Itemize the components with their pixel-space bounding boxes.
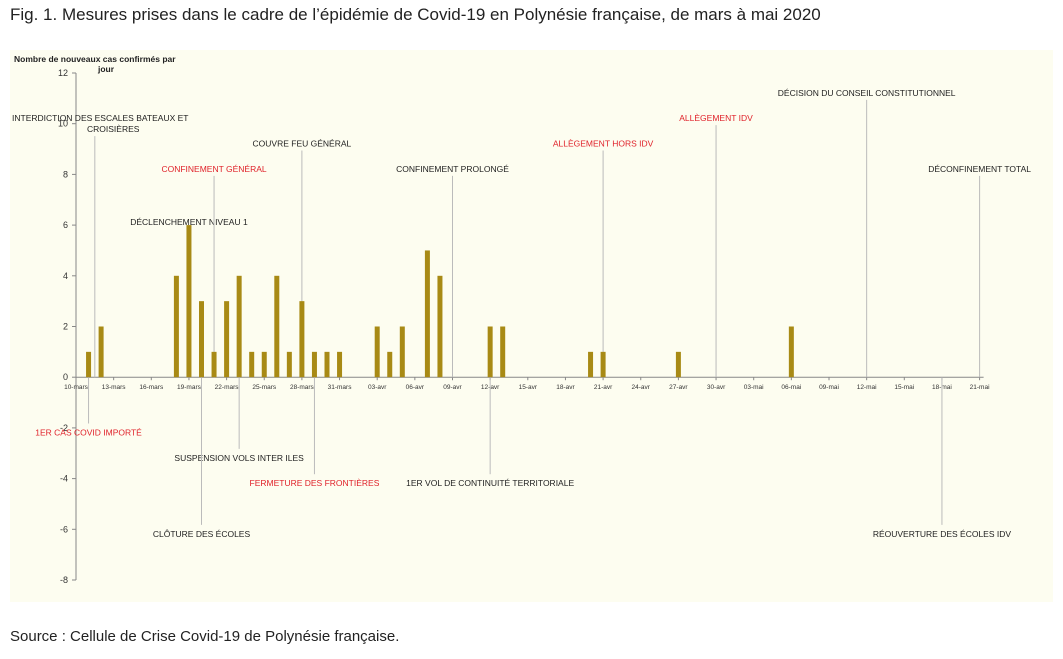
x-tick-label: 09-mai — [819, 384, 839, 391]
x-tick-label: 03-mai — [744, 384, 764, 391]
chart-panel: 12 10 8 6 4 2 0 -2 -4 -6 -8 Nombre de nouveaux cas … — [10, 50, 1053, 602]
bar-2020-03-12 — [98, 326, 104, 378]
x-tick-label: 30-avr — [707, 384, 726, 391]
annotation-label: DÉCLENCHEMENT NIVEAU 1 — [130, 217, 248, 227]
y-tick-label: -4 — [60, 474, 68, 484]
bar-2020-04-13 — [500, 326, 506, 378]
y-tick-label: -8 — [60, 575, 68, 585]
x-tick-label: 28-mars — [290, 384, 315, 391]
bar-2020-04-20 — [588, 351, 594, 378]
annotation-label: CROISIÈRES — [87, 124, 140, 134]
annotation-label: RÉOUVERTURE DES ÉCOLES IDV — [873, 529, 1012, 539]
x-tick-label: 16-mars — [139, 384, 164, 391]
annotation-label: ALLÈGEMENT IDV — [679, 113, 753, 123]
bar-2020-05-06 — [788, 326, 794, 378]
annotation-label: COUVRE FEU GÉNÉRAL — [253, 139, 352, 149]
x-tick-label: 06-mai — [781, 384, 801, 391]
bar-2020-04-12 — [487, 326, 493, 378]
x-tick-label: 13-mars — [102, 384, 127, 391]
annotation-label: CONFINEMENT PROLONGÉ — [396, 164, 509, 174]
y-tick-label: 4 — [63, 271, 68, 281]
y-tick-label: 8 — [63, 169, 68, 179]
bar-2020-03-26 — [274, 275, 280, 378]
annotation-label: DÉCISION DU CONSEIL CONSTITUTIONNEL — [778, 88, 956, 98]
annotation-label: CONFINEMENT GÉNÉRAL — [161, 164, 266, 174]
x-tick-label: 03-avr — [368, 384, 387, 391]
bar-2020-03-22 — [224, 301, 230, 378]
y-tick-label: 6 — [63, 220, 68, 230]
annotation-label: SUSPENSION VOLS INTER ILES — [174, 453, 304, 463]
bar-2020-04-07 — [424, 250, 430, 378]
bar-2020-03-30 — [324, 351, 330, 378]
y-axis-label: jour — [97, 64, 115, 74]
source-note: Source : Cellule de Crise Covid-19 de Po… — [10, 628, 400, 645]
figure-title: Fig. 1. Mesures prises dans le cadre de … — [10, 5, 821, 24]
x-tick-label: 12-mai — [857, 384, 877, 391]
x-tick-label: 06-avr — [406, 384, 425, 391]
y-tick-label: 12 — [58, 68, 68, 78]
bar-2020-04-27 — [675, 351, 681, 378]
bar-2020-03-28 — [299, 301, 305, 378]
x-tick-label: 31-mars — [328, 384, 353, 391]
bar-2020-04-05 — [399, 326, 405, 378]
x-tick-label: 25-mars — [252, 384, 277, 391]
y-tick-label: -6 — [60, 524, 68, 534]
annotation-label: 1ER VOL DE CONTINUITÉ TERRITORIALE — [406, 478, 574, 488]
y-axis-label: Nombre de nouveaux cas confirmés par — [14, 54, 176, 64]
x-tick-label: 22-mars — [215, 384, 240, 391]
bar-2020-03-20 — [199, 301, 204, 378]
x-tick-label: 27-avr — [669, 384, 688, 391]
x-tick-label: 09-avr — [443, 384, 462, 391]
bar-2020-04-21 — [600, 351, 606, 378]
annotation-label: DÉCONFINEMENT TOTAL — [928, 164, 1031, 174]
bar-2020-04-04 — [387, 351, 393, 378]
y-tick-label: 10 — [58, 119, 68, 129]
bar-2020-03-25 — [261, 351, 267, 378]
bar-2020-03-24 — [249, 351, 255, 378]
x-tick-label: 21-mai — [970, 384, 990, 391]
x-tick-label: 19-mars — [177, 384, 202, 391]
x-tick-label: 24-avr — [632, 384, 651, 391]
covid-measures-bar-chart: 12 10 8 6 4 2 0 -2 -4 -6 -8 Nombre de nouveaux cas … — [12, 54, 1031, 585]
bar-2020-04-08 — [437, 275, 443, 378]
bar-2020-03-11 — [86, 351, 92, 378]
annotation-label: 1ER CAS COVID IMPORTÉ — [35, 428, 142, 438]
x-tick-label: 15-avr — [519, 384, 538, 391]
bar-2020-03-23 — [236, 275, 242, 378]
y-tick-label: 0 — [63, 372, 68, 382]
x-tick-label: 18-avr — [556, 384, 575, 391]
annotation-label: CLÔTURE DES ÉCOLES — [153, 529, 251, 539]
bar-2020-03-27 — [286, 351, 292, 378]
x-tick-label: 15-mai — [894, 384, 914, 391]
x-tick-label: 10-mars — [64, 384, 89, 391]
annotation-label: INTERDICTION DES ESCALES BATEAUX ET — [12, 113, 189, 123]
bar-2020-03-19 — [186, 225, 192, 378]
y-tick-label: 2 — [63, 322, 68, 332]
bar-2020-04-03 — [374, 326, 380, 378]
bar-2020-03-31 — [337, 351, 343, 378]
annotation-label: ALLÈGEMENT HORS IDV — [553, 139, 654, 149]
bar-2020-03-18 — [173, 275, 179, 378]
y-tick-label: -2 — [60, 423, 68, 433]
bar-2020-03-29 — [311, 351, 317, 378]
annotation-label: FERMETURE DES FRONTIÈRES — [250, 478, 380, 488]
bar-2020-03-21 — [211, 351, 217, 378]
x-tick-label: 21-avr — [594, 384, 613, 391]
